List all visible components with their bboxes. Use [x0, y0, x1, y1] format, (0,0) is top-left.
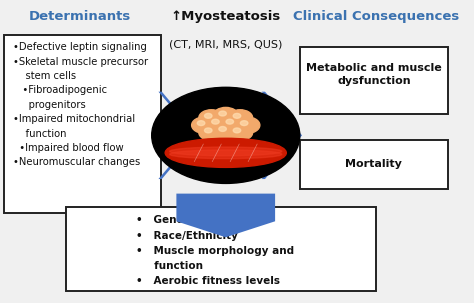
- Circle shape: [212, 119, 219, 124]
- FancyBboxPatch shape: [300, 140, 448, 189]
- Text: Mortality: Mortality: [346, 159, 402, 169]
- Circle shape: [204, 128, 212, 133]
- FancyBboxPatch shape: [4, 35, 161, 212]
- Circle shape: [226, 119, 234, 124]
- Circle shape: [191, 117, 217, 133]
- Circle shape: [213, 123, 238, 139]
- Circle shape: [213, 107, 238, 124]
- Text: •Defective leptin signaling
•Skeletal muscle precursor
    stem cells
   •Fibroa: •Defective leptin signaling •Skeletal mu…: [13, 42, 148, 167]
- Circle shape: [228, 124, 253, 141]
- Text: Clinical Consequences: Clinical Consequences: [293, 10, 459, 23]
- Circle shape: [152, 87, 300, 183]
- Text: •   Gender
•   Race/Ethnicity
•   Muscle morphology and
     function
•   Aerobi: • Gender • Race/Ethnicity • Muscle morph…: [136, 215, 294, 286]
- Polygon shape: [176, 194, 275, 237]
- Polygon shape: [158, 92, 199, 179]
- Text: Metabolic and muscle
dysfunction: Metabolic and muscle dysfunction: [306, 63, 442, 86]
- Ellipse shape: [165, 138, 286, 167]
- Circle shape: [199, 124, 224, 141]
- Text: (CT, MRI, MRS, QUS): (CT, MRI, MRS, QUS): [169, 39, 283, 49]
- Text: ↑Myosteatosis: ↑Myosteatosis: [171, 10, 281, 23]
- Circle shape: [233, 113, 241, 118]
- Circle shape: [233, 128, 241, 133]
- Circle shape: [240, 121, 248, 125]
- Text: Determinants: Determinants: [29, 10, 131, 23]
- Circle shape: [220, 115, 246, 132]
- Polygon shape: [262, 92, 302, 179]
- Circle shape: [206, 115, 231, 132]
- Circle shape: [219, 111, 227, 116]
- FancyBboxPatch shape: [66, 207, 376, 291]
- Ellipse shape: [170, 147, 282, 156]
- Ellipse shape: [170, 150, 282, 159]
- Circle shape: [197, 121, 205, 125]
- FancyBboxPatch shape: [300, 47, 448, 114]
- Circle shape: [228, 110, 253, 126]
- Circle shape: [235, 117, 260, 133]
- Circle shape: [204, 113, 212, 118]
- Circle shape: [199, 110, 224, 126]
- Circle shape: [219, 127, 227, 132]
